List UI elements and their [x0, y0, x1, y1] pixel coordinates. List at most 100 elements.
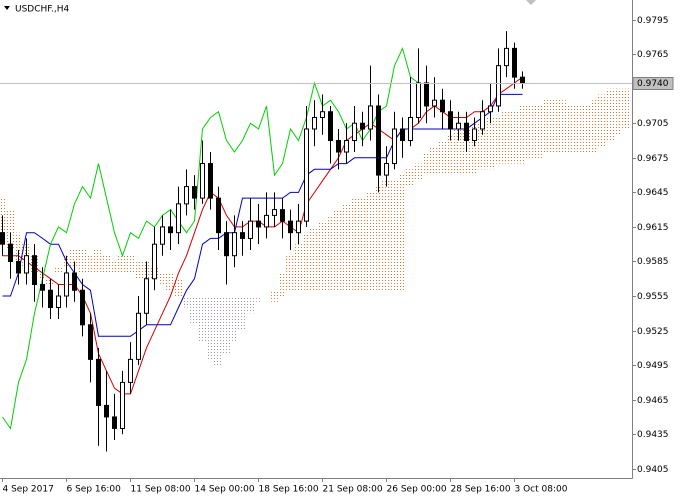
cloud-segment — [566, 105, 574, 153]
candle-body — [424, 82, 429, 107]
candle-body — [48, 289, 53, 309]
candle-body — [208, 163, 213, 199]
candle-body — [352, 122, 357, 142]
cloud-segment — [166, 272, 174, 291]
cloud-segment — [526, 105, 534, 158]
candle-body — [488, 105, 493, 113]
cloud-segment — [270, 290, 278, 302]
cloud-segment — [614, 88, 622, 135]
chart-title: USDCHF.,H4 — [15, 5, 70, 15]
cloud-segment — [406, 169, 414, 187]
cloud-segment — [558, 100, 566, 153]
candle-body — [240, 232, 245, 239]
cloud-segment — [318, 221, 326, 291]
cloud-segment — [262, 296, 270, 298]
cloud-segment — [174, 278, 182, 297]
candle-body — [496, 65, 501, 107]
candle-body — [216, 197, 221, 234]
cloud-segment — [494, 117, 502, 164]
cloud-segment — [358, 198, 366, 291]
candle-body — [256, 220, 261, 228]
cloud-segment — [70, 249, 78, 268]
cloud-segment — [478, 123, 486, 170]
candle-body — [280, 209, 285, 222]
cloud-segment — [534, 105, 542, 158]
candle-body — [520, 76, 525, 84]
candle-body — [480, 111, 485, 130]
candle-body — [464, 122, 469, 142]
shift-marker — [526, 0, 536, 5]
candle-body — [384, 163, 389, 176]
cloud-segment — [574, 105, 582, 153]
candle-body — [296, 220, 301, 234]
indicator-line — [2, 76, 523, 395]
cloud-segment — [334, 209, 342, 291]
x-tick-label: 14 Sep 00:00 — [195, 485, 255, 495]
candle-body — [512, 47, 517, 78]
candle-body — [24, 255, 29, 274]
cloud-segment — [126, 255, 134, 273]
cloud-segment — [182, 296, 190, 308]
indicator-line — [2, 93, 523, 337]
candle-body — [456, 122, 461, 130]
cloud-segment — [606, 88, 614, 141]
cloud-segment — [414, 163, 422, 181]
candle-body — [104, 404, 109, 418]
candle-body — [16, 260, 21, 274]
candle-body — [320, 111, 325, 118]
x-tick-label: 26 Sep 00:00 — [387, 485, 447, 495]
cloud-segment — [206, 296, 214, 360]
cloud-segment — [502, 111, 510, 164]
candle-body — [344, 140, 349, 153]
cloud-segment — [350, 198, 358, 291]
candle-body — [472, 128, 477, 142]
candle-body — [56, 295, 61, 309]
candle-body — [400, 128, 405, 142]
candle-body — [264, 214, 269, 228]
candle-body — [448, 111, 453, 130]
cloud-segment — [254, 296, 262, 302]
candle-body — [96, 358, 101, 406]
menu-arrow[interactable] — [4, 6, 10, 10]
cloud-segment — [326, 215, 334, 291]
x-tick-label: 21 Sep 08:00 — [323, 485, 383, 495]
candle-body — [192, 186, 197, 199]
y-tick-label: 0.9765 — [637, 50, 669, 60]
cloud-segment — [598, 94, 606, 147]
y-tick-label: 0.9615 — [637, 223, 669, 233]
cloud-segment — [454, 129, 462, 176]
cloud-segment — [486, 117, 494, 170]
candle-body — [248, 220, 253, 239]
y-tick-label: 0.9795 — [637, 16, 669, 26]
y-tick-label: 0.9675 — [637, 154, 669, 164]
candle-body — [312, 116, 317, 130]
cloud-segment — [366, 192, 374, 291]
cloud-segment — [278, 272, 286, 297]
candle-body — [200, 163, 205, 199]
cloud-segment — [510, 111, 518, 164]
cloud-segment — [446, 134, 454, 176]
cloud-segment — [582, 105, 590, 153]
cloud-segment — [438, 140, 446, 176]
candle-body — [40, 283, 45, 291]
cloud-segment — [134, 261, 142, 279]
cloud-segment — [246, 296, 254, 314]
candle-body — [272, 209, 277, 216]
candles — [0, 31, 525, 452]
candle-body — [152, 243, 157, 280]
candle-body — [112, 416, 117, 429]
cloud-segment — [422, 152, 430, 176]
cloud-segment — [198, 296, 206, 343]
candle-body — [136, 312, 141, 360]
candle-body — [64, 272, 69, 297]
cloud-segment — [222, 296, 230, 354]
cloud-segment — [158, 272, 166, 285]
cloud-segment — [94, 249, 102, 273]
cloud-segment — [214, 296, 222, 366]
cloud-segment — [6, 209, 14, 250]
cloud-segment — [86, 255, 94, 273]
candle-body — [328, 111, 333, 142]
cloud-segment — [110, 261, 118, 273]
cloud-segment — [102, 255, 110, 273]
